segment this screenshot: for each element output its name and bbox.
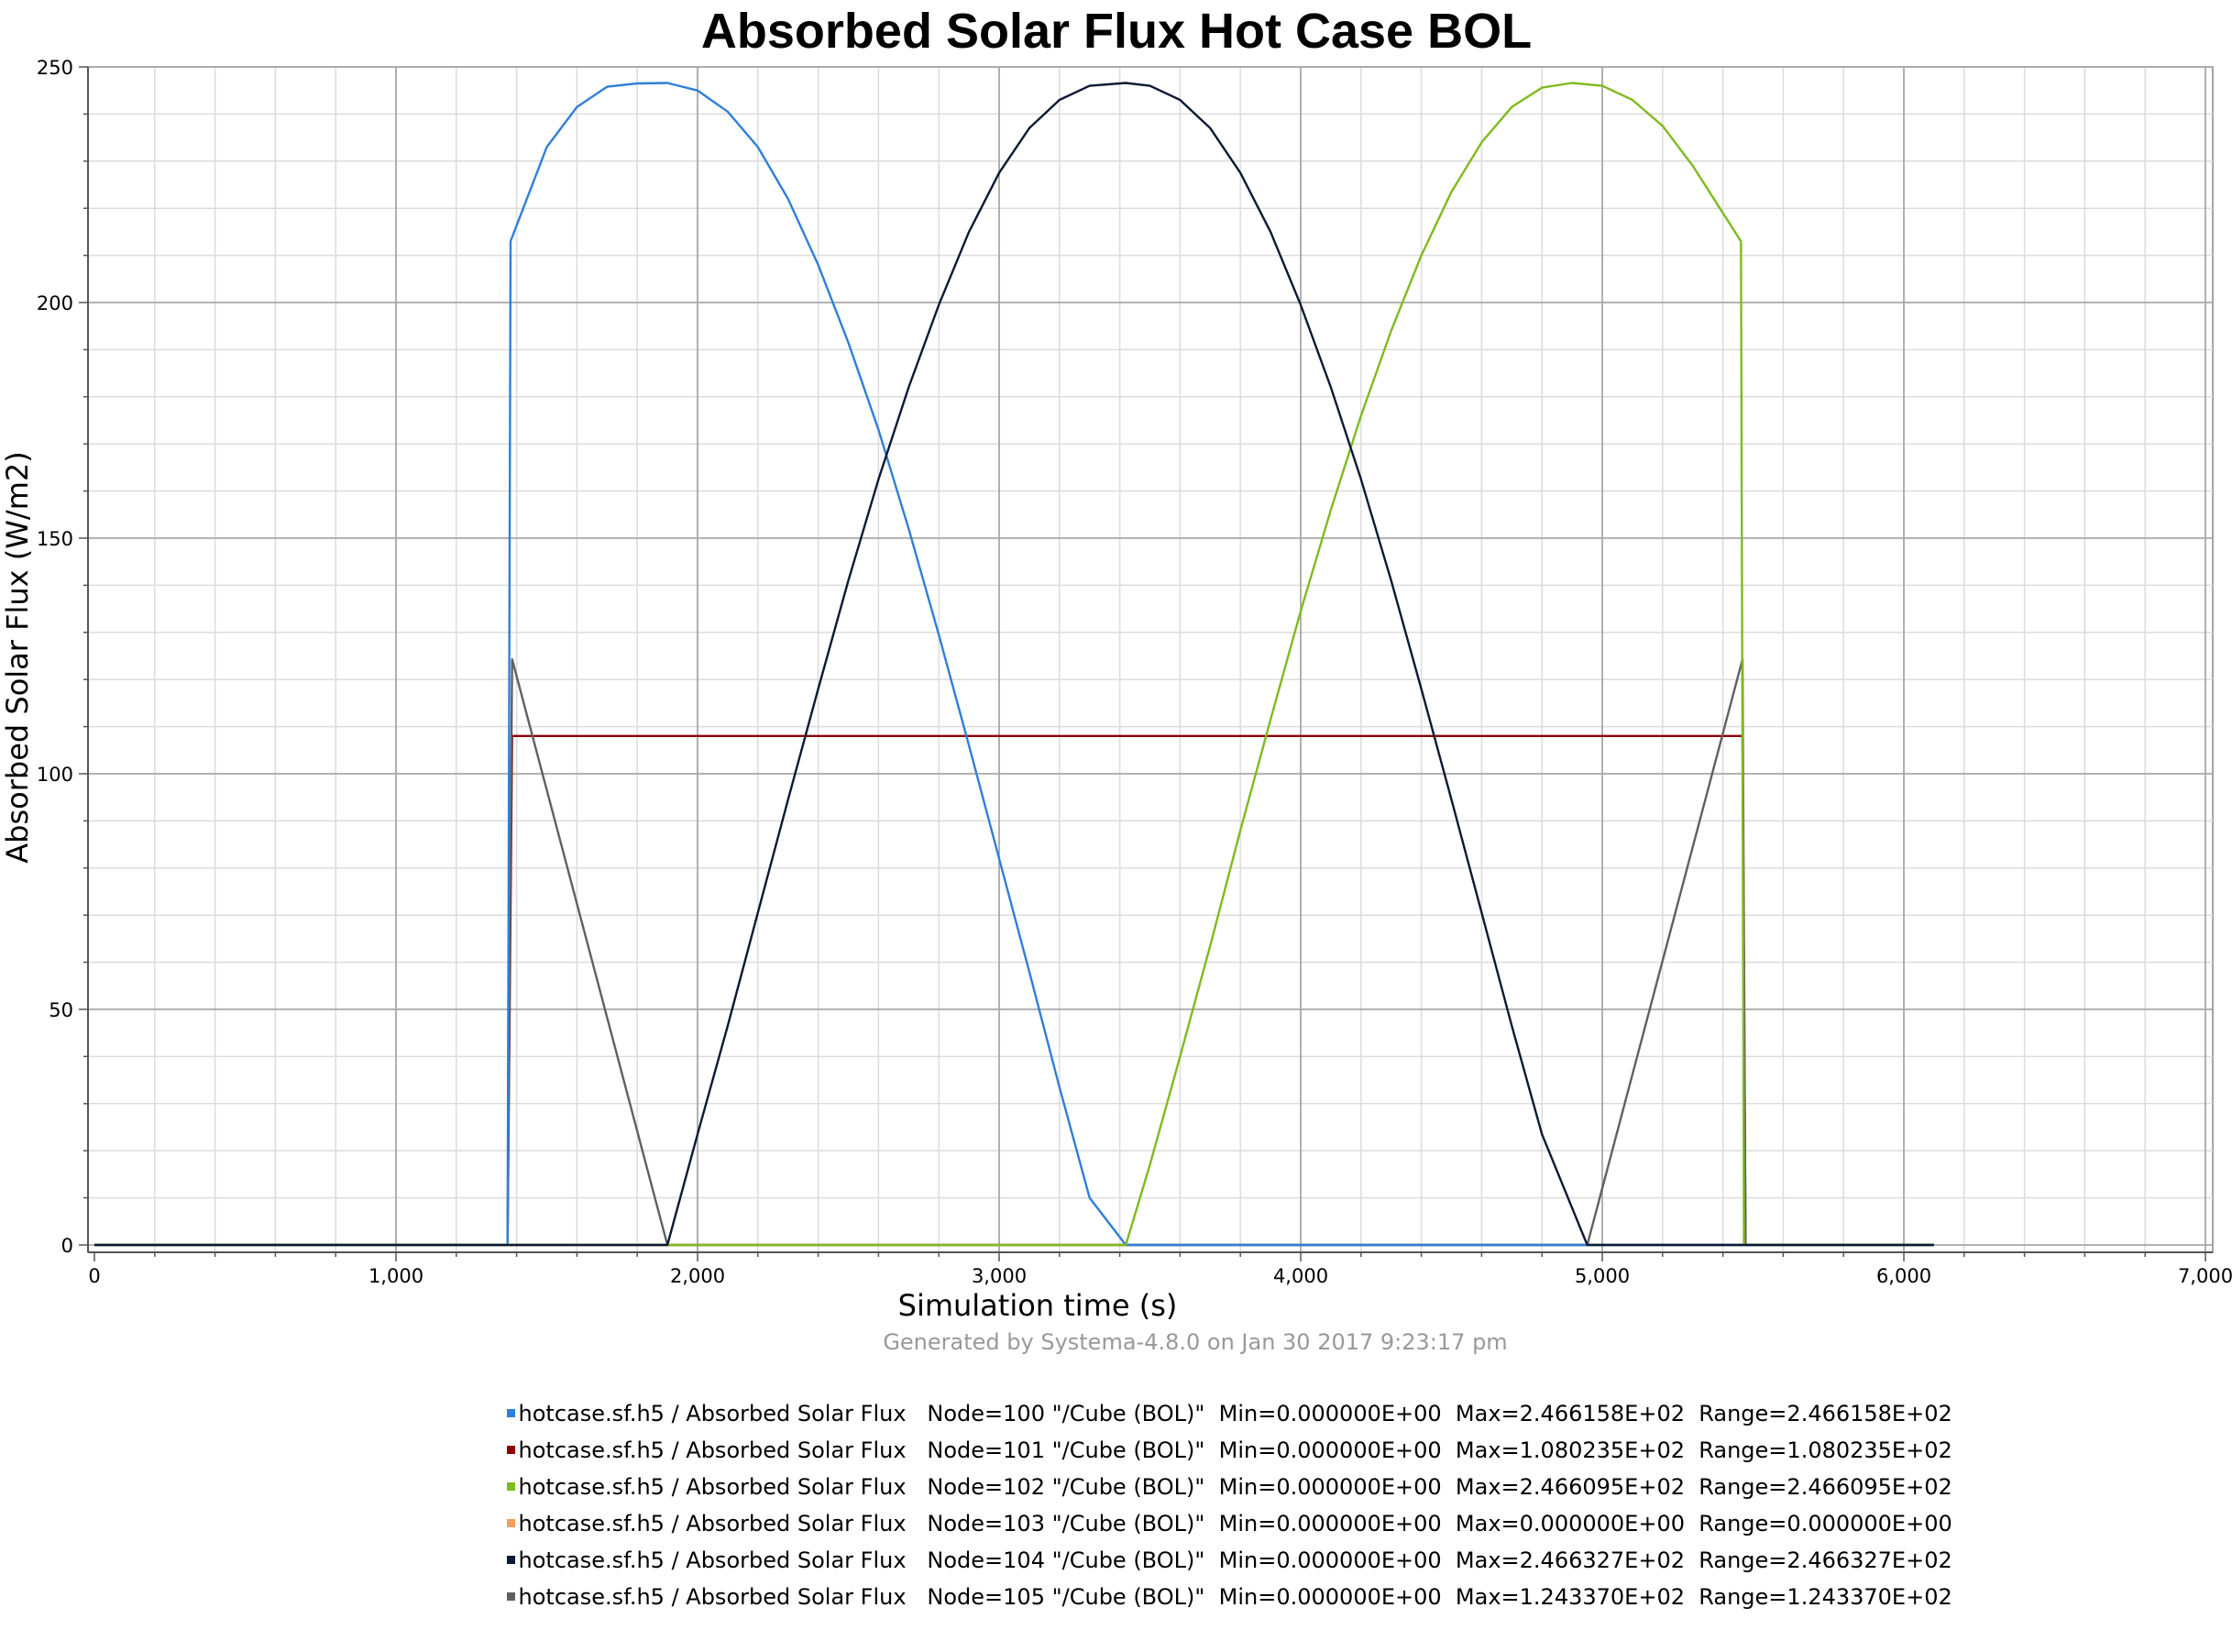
x-tick-label: 7,000 [2178, 1265, 2232, 1287]
legend-label-node-101: hotcase.sf.h5 / Absorbed Solar Flux Node… [518, 1437, 1952, 1463]
x-tick-label: 2,000 [670, 1265, 725, 1287]
minor-gridlines [88, 67, 2213, 1252]
legend-label-node-105: hotcase.sf.h5 / Absorbed Solar Flux Node… [518, 1584, 1952, 1610]
generated-by-footer: Generated by Systema-4.8.0 on Jan 30 201… [883, 1329, 1507, 1355]
legend-item-node-104: hotcase.sf.h5 / Absorbed Solar Flux Node… [478, 1505, 1952, 1573]
legend-item-node-101: hotcase.sf.h5 / Absorbed Solar Flux Node… [478, 1395, 1952, 1463]
series-line-0 [94, 82, 1934, 1247]
legend-swatch-node-103 [506, 1518, 515, 1527]
y-tick-label: 0 [61, 1235, 73, 1257]
series-line-1 [94, 734, 1934, 1247]
y-axis: 0 50 100 150 200 250 [37, 57, 89, 1257]
legend-item-node-102: hotcase.sf.h5 / Absorbed Solar Flux Node… [478, 1432, 1952, 1500]
chart-title: Absorbed Solar Flux Hot Case BOL [701, 4, 1532, 59]
series-line-5 [94, 657, 1934, 1247]
major-gridlines [88, 66, 2213, 1252]
series-lines [94, 82, 1934, 1247]
y-tick-label: 100 [37, 764, 73, 786]
x-tick-label: 5,000 [1575, 1265, 1630, 1287]
chart: Absorbed Solar Flux Hot Case BOL 0 1,000 2… [0, 4, 2232, 1355]
y-tick-label: 50 [49, 999, 73, 1021]
x-tick-label: 0 [88, 1265, 100, 1287]
legend-label-node-100: hotcase.sf.h5 / Absorbed Solar Flux Node… [518, 1401, 1952, 1426]
y-tick-label: 250 [37, 57, 73, 79]
x-tick-label: 6,000 [1876, 1265, 1931, 1287]
legend-label-node-103: hotcase.sf.h5 / Absorbed Solar Flux Node… [518, 1511, 1952, 1536]
x-tick-label: 3,000 [972, 1265, 1027, 1287]
series-line-2 [94, 82, 1934, 1247]
legend-swatch-node-101 [506, 1445, 515, 1454]
x-axis: 0 1,000 2,000 3,000 4,000 5,000 6,000 7,000 [88, 1251, 2232, 1287]
legend-swatch-node-104 [506, 1555, 515, 1564]
legend-swatch-node-100 [506, 1408, 515, 1417]
legend-item-node-100: hotcase.sf.h5 / Absorbed Solar Flux Node… [478, 1359, 1952, 1426]
legend-item-node-103: hotcase.sf.h5 / Absorbed Solar Flux Node… [478, 1469, 1952, 1536]
series-line-4 [94, 82, 1934, 1247]
plot-area [87, 66, 2214, 1253]
legend-label-node-102: hotcase.sf.h5 / Absorbed Solar Flux Node… [518, 1474, 1952, 1500]
legend-label-node-104: hotcase.sf.h5 / Absorbed Solar Flux Node… [518, 1547, 1952, 1573]
x-tick-label: 1,000 [368, 1265, 423, 1287]
x-axis-label: Simulation time (s) [898, 1288, 1178, 1323]
legend-swatch-node-102 [506, 1481, 515, 1491]
y-tick-label: 200 [37, 292, 73, 314]
y-tick-label: 150 [37, 528, 73, 550]
legend-swatch-node-105 [506, 1591, 515, 1601]
y-axis-label: Absorbed Solar Flux (W/m2) [0, 451, 35, 863]
legend: hotcase.sf.h5 / Absorbed Solar Flux Node… [478, 1359, 1952, 1610]
x-tick-label: 4,000 [1273, 1265, 1328, 1287]
